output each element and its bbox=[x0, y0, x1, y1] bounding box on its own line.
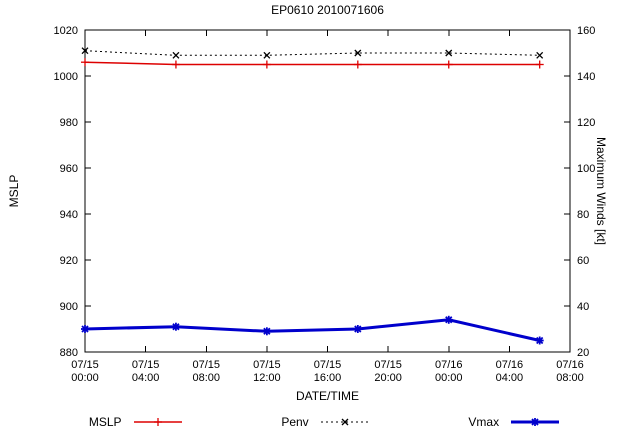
series-penv-markers bbox=[81, 47, 544, 59]
legend-item-vmax: Vmax bbox=[468, 415, 561, 429]
y-left-tick-label: 980 bbox=[60, 117, 78, 129]
y-right-tick-label: 160 bbox=[577, 25, 595, 37]
x-tick-label: 07/16 08:00 bbox=[556, 359, 584, 384]
y-left-tick-label: 900 bbox=[60, 301, 78, 313]
x-tick-label: 07/15 12:00 bbox=[253, 359, 281, 384]
plot-frame bbox=[84, 29, 571, 353]
x-tick-label: 07/15 04:00 bbox=[132, 359, 160, 384]
legend-item-penv: Penv bbox=[281, 415, 370, 429]
y-right-tick-label: 120 bbox=[577, 117, 595, 129]
x-tick-label: 07/16 00:00 bbox=[435, 359, 463, 384]
series-mslp-markers bbox=[81, 58, 544, 69]
y-right-tick-label: 100 bbox=[577, 163, 595, 175]
y-left-tick-label: 1000 bbox=[54, 71, 78, 83]
legend-marker-vmax bbox=[531, 418, 540, 426]
y-left-tick-label: 940 bbox=[60, 209, 78, 221]
chart-title: EP0610 2010071606 bbox=[271, 3, 384, 17]
legend-label-vmax: Vmax bbox=[468, 415, 500, 429]
y-right-tick-label: 60 bbox=[577, 255, 589, 267]
x-tick-label: 07/15 08:00 bbox=[192, 359, 220, 384]
y-left-tick-label: 1020 bbox=[54, 25, 78, 37]
legend-marker-mslp bbox=[153, 418, 162, 426]
series-vmax-markers bbox=[81, 315, 544, 345]
legend: MSLP Penv Vmax bbox=[40, 413, 610, 431]
y-right-tick-label: 140 bbox=[577, 71, 595, 83]
axis-tick-labels: 07/15 00:00 07/15 04:00 07/15 08:00 07/15 12:00… bbox=[54, 25, 596, 384]
legend-marker-penv bbox=[341, 418, 349, 426]
legend-sample-penv bbox=[320, 418, 369, 426]
legend-label-penv: Penv bbox=[281, 415, 309, 429]
legend-sample-vmax bbox=[511, 418, 560, 426]
axis-ticks bbox=[84, 29, 571, 353]
y-right-tick-label: 80 bbox=[577, 209, 589, 221]
y-right-tick-label: 40 bbox=[577, 301, 589, 313]
x-tick-label: 07/15 00:00 bbox=[71, 359, 99, 384]
series-mslp bbox=[81, 58, 544, 69]
x-tick-label: 07/16 04:00 bbox=[496, 359, 524, 384]
y-left-tick-label: 920 bbox=[60, 255, 78, 267]
x-tick-label: 07/15 16:00 bbox=[314, 359, 342, 384]
x-tick-label: 07/15 20:00 bbox=[374, 359, 402, 384]
legend-label-mslp: MSLP bbox=[88, 415, 122, 429]
series-vmax bbox=[81, 315, 544, 345]
y-left-tick-label: 880 bbox=[60, 347, 78, 359]
legend-sample-mslp bbox=[133, 418, 182, 426]
y-left-tick-label: 960 bbox=[60, 163, 78, 175]
y-right-tick-label: 20 bbox=[577, 347, 589, 359]
x-axis-label: DATE/TIME bbox=[295, 389, 360, 403]
legend-item-mslp: MSLP bbox=[89, 415, 184, 429]
series-penv bbox=[81, 47, 544, 59]
